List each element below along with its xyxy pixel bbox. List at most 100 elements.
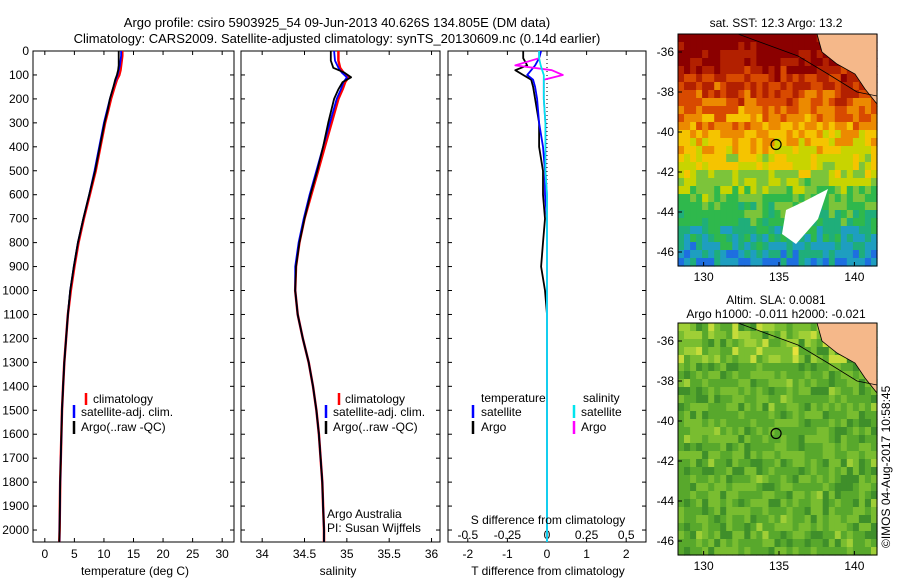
map-cell bbox=[726, 130, 733, 139]
map-cell bbox=[678, 491, 685, 500]
map-cell bbox=[834, 234, 842, 243]
map-cell bbox=[702, 202, 709, 211]
map-cell bbox=[852, 539, 860, 548]
map-cell bbox=[846, 395, 854, 404]
depth-tick-label: 1200 bbox=[2, 331, 29, 345]
map-cell bbox=[834, 363, 842, 372]
map-cell bbox=[684, 194, 691, 203]
map-cell bbox=[828, 98, 836, 107]
map-cell bbox=[696, 66, 703, 75]
map-cell bbox=[804, 363, 812, 372]
map-cell bbox=[828, 250, 836, 259]
map-cell bbox=[840, 258, 848, 267]
map-cell bbox=[828, 371, 836, 380]
map-cell bbox=[810, 242, 818, 251]
map-cell bbox=[708, 226, 715, 235]
map-cell bbox=[702, 218, 709, 227]
map-cell bbox=[708, 451, 715, 460]
map-cell bbox=[792, 395, 800, 404]
map-cell bbox=[822, 371, 830, 380]
map-cell bbox=[696, 218, 703, 227]
map-frame bbox=[677, 322, 878, 556]
map-cell bbox=[774, 138, 782, 147]
map-cell bbox=[744, 122, 751, 131]
map-cell bbox=[696, 499, 703, 508]
map-cell bbox=[684, 347, 691, 356]
map-cell bbox=[816, 411, 824, 420]
map-cell bbox=[702, 170, 709, 179]
map-cell bbox=[678, 202, 685, 211]
map-cell bbox=[786, 379, 794, 388]
lat-tick-label: -46 bbox=[657, 245, 675, 259]
map-cell bbox=[792, 339, 800, 348]
map-cell bbox=[822, 178, 830, 187]
map-cell bbox=[690, 531, 697, 540]
x-tick-label: 2 bbox=[623, 547, 630, 561]
map-cell bbox=[774, 226, 782, 235]
map-cell bbox=[816, 387, 824, 396]
map-cell bbox=[744, 419, 751, 428]
map-cell bbox=[738, 395, 745, 404]
map-cell bbox=[816, 547, 824, 556]
map-cell bbox=[834, 66, 842, 75]
map-cell bbox=[834, 186, 842, 195]
map-cell bbox=[840, 250, 848, 259]
map-cell bbox=[750, 74, 757, 83]
map-cell bbox=[702, 34, 709, 43]
map-cell bbox=[774, 234, 782, 243]
map-cell bbox=[750, 435, 757, 444]
map-cell bbox=[756, 387, 763, 396]
map-cell bbox=[852, 210, 860, 219]
map-cell bbox=[816, 459, 824, 468]
map-cell bbox=[846, 435, 854, 444]
map-cell bbox=[678, 499, 685, 508]
map-cell bbox=[738, 146, 745, 155]
map-cell bbox=[786, 250, 794, 259]
map-cell bbox=[762, 66, 769, 75]
map-cell bbox=[708, 323, 715, 332]
map-cell bbox=[702, 531, 709, 540]
map-cell bbox=[684, 242, 691, 251]
map-cell bbox=[852, 411, 860, 420]
map-cell bbox=[804, 250, 812, 259]
sst-map-title: sat. SST: 12.3 Argo: 13.2 bbox=[710, 16, 843, 30]
x-tick-label: 34.5 bbox=[293, 547, 317, 561]
map-cell bbox=[684, 387, 691, 396]
map-cell bbox=[774, 467, 782, 476]
map-cell bbox=[708, 507, 715, 516]
map-cell bbox=[786, 539, 794, 548]
map-cell bbox=[708, 419, 715, 428]
map-cell bbox=[852, 379, 860, 388]
map-cell bbox=[810, 531, 818, 540]
map-cell bbox=[852, 250, 860, 259]
map-cell bbox=[744, 507, 751, 516]
depth-tick-label: 1000 bbox=[2, 284, 29, 298]
map-cell bbox=[798, 483, 806, 492]
map-cell bbox=[798, 547, 806, 556]
map-cell bbox=[768, 387, 776, 396]
legend-label-t-satellite: satellite bbox=[481, 405, 522, 419]
map-cell bbox=[708, 395, 715, 404]
map-cell bbox=[858, 234, 866, 243]
map-cell bbox=[756, 483, 763, 492]
map-cell bbox=[864, 539, 872, 548]
map-cell bbox=[738, 218, 745, 227]
map-cell bbox=[804, 42, 812, 51]
map-cell bbox=[708, 66, 715, 75]
map-cell bbox=[780, 138, 788, 147]
map-cell bbox=[804, 435, 812, 444]
map-cell bbox=[834, 403, 842, 412]
map-cell bbox=[792, 122, 800, 131]
map-cell bbox=[690, 467, 697, 476]
map-cell bbox=[732, 419, 739, 428]
map-cell bbox=[840, 82, 848, 91]
map-cell bbox=[738, 82, 745, 91]
map-cell bbox=[696, 451, 703, 460]
map-cell bbox=[726, 186, 733, 195]
map-cell bbox=[786, 114, 794, 123]
map-cell bbox=[684, 202, 691, 211]
map-cell bbox=[846, 146, 854, 155]
map-cell bbox=[871, 210, 878, 219]
map-cell bbox=[792, 411, 800, 420]
map-cell bbox=[864, 106, 872, 115]
